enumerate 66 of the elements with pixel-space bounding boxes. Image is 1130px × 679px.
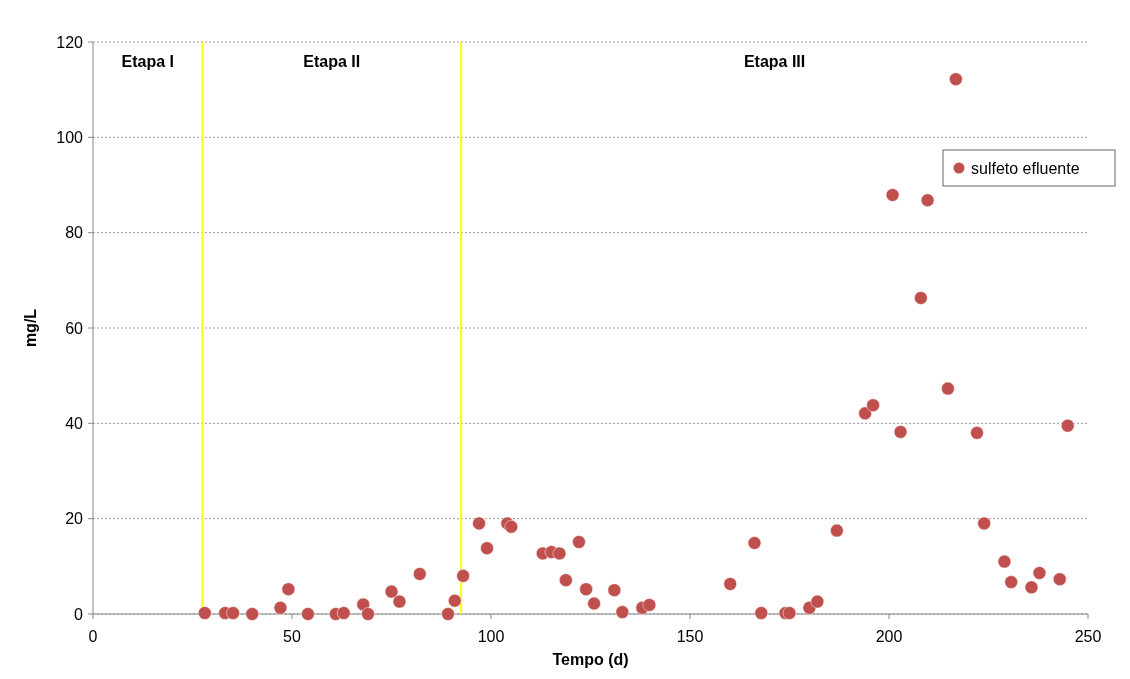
x-tick-label: 200 [875, 628, 903, 645]
point [447, 593, 462, 608]
point [281, 582, 296, 597]
x-tick-label: 250 [1074, 628, 1102, 645]
point [940, 381, 955, 396]
x-tick-label: 50 [283, 628, 301, 645]
point [866, 398, 881, 413]
y-tick-label: 100 [56, 128, 84, 146]
point [1004, 575, 1019, 590]
point [552, 546, 567, 561]
point [747, 535, 762, 550]
point [472, 516, 487, 531]
point [615, 605, 630, 620]
point [977, 516, 992, 531]
legend-label: sulfeto efluente [971, 159, 1080, 177]
point [723, 576, 738, 591]
point [858, 406, 873, 421]
point [392, 594, 407, 609]
point [913, 290, 928, 305]
point [810, 594, 825, 609]
point [245, 607, 260, 621]
point [1032, 566, 1047, 581]
point [1060, 418, 1075, 433]
point [969, 425, 984, 440]
point [336, 606, 351, 621]
y-axis-title: mg/L [22, 308, 39, 348]
y-tick-label: 120 [56, 33, 84, 51]
point [997, 554, 1012, 569]
point [885, 188, 900, 203]
annotation: Etapa I [121, 53, 174, 70]
point [197, 606, 212, 621]
x-tick-label: 150 [676, 628, 704, 645]
point [226, 606, 241, 621]
point [1024, 580, 1039, 595]
point [782, 606, 797, 621]
y-tick-label: 0 [74, 605, 84, 623]
point [361, 607, 376, 621]
point [480, 541, 495, 556]
point [384, 584, 399, 599]
point [300, 607, 315, 621]
point [571, 535, 586, 550]
point [412, 566, 427, 581]
point [1052, 572, 1067, 587]
point [920, 193, 935, 208]
annotation: Etapa III [743, 53, 806, 70]
point [456, 568, 471, 583]
point [579, 582, 594, 597]
point [441, 607, 456, 621]
y-tick-label: 20 [65, 510, 84, 528]
point [948, 72, 963, 87]
y-tick-label: 40 [65, 414, 84, 432]
point [607, 583, 622, 598]
y-tick-label: 60 [65, 319, 84, 337]
x-tick-label: 100 [477, 628, 505, 645]
point [273, 600, 288, 615]
annotation: Etapa II [303, 53, 361, 70]
point [642, 597, 657, 612]
x-tick-label: 0 [88, 628, 98, 645]
point [829, 523, 844, 538]
point [504, 519, 519, 534]
point [754, 606, 769, 621]
point [558, 573, 573, 588]
x-axis-title: Tempo (d) [552, 651, 629, 668]
point [587, 596, 602, 611]
point [893, 424, 908, 439]
y-tick-label: 80 [65, 224, 84, 242]
